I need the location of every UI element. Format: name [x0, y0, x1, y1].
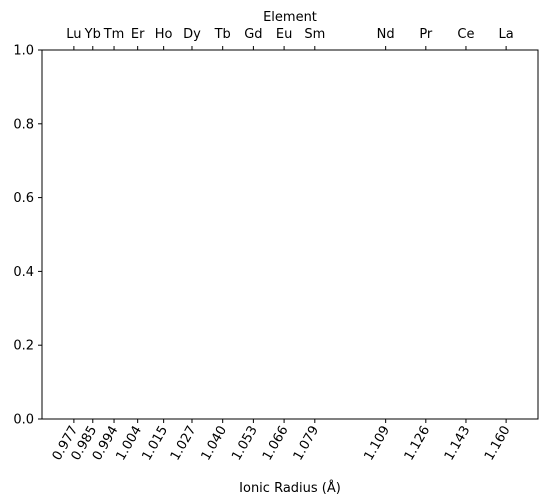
- x-tick-label: 1.160: [482, 423, 514, 463]
- x-tick-label: 1.143: [442, 424, 474, 464]
- top-tick-label: La: [499, 27, 514, 42]
- x-axis-title: Ionic Radius (Å): [239, 480, 341, 496]
- x-tick-label: 1.109: [362, 424, 394, 464]
- y-tick-label: 0.2: [13, 339, 34, 354]
- top-tick-label: Ho: [155, 27, 173, 42]
- top-tick-label: Nd: [377, 27, 395, 42]
- x-tick-label: 1.066: [260, 424, 292, 464]
- top-tick-label: Lu: [66, 27, 81, 42]
- top-tick-label: Tm: [103, 27, 125, 42]
- y-tick-label: 1.0: [13, 44, 34, 59]
- axes: 0.00.20.40.60.81.00.9770.9850.9941.0041.…: [13, 27, 513, 463]
- x-tick-label: 1.027: [168, 424, 200, 464]
- top-tick-label: Er: [131, 27, 145, 42]
- top-tick-label: Eu: [276, 27, 292, 42]
- x-tick-label: 1.040: [199, 424, 231, 464]
- x-tick-label: 1.015: [140, 424, 172, 464]
- top-tick-label: Ce: [457, 27, 474, 42]
- plot-frame: [41, 49, 539, 420]
- x-tick-label: 1.126: [402, 424, 434, 464]
- top-tick-label: Gd: [244, 27, 262, 42]
- y-tick-label: 0.4: [13, 265, 34, 280]
- top-tick-label: Sm: [304, 27, 325, 42]
- top-axis-title: Element: [263, 10, 317, 25]
- x-tick-label: 1.053: [229, 424, 261, 464]
- y-tick-label: 0.0: [13, 413, 34, 428]
- y-tick-label: 0.6: [13, 191, 34, 206]
- top-tick-label: Yb: [84, 27, 101, 42]
- x-tick-label: 1.079: [291, 424, 323, 464]
- top-tick-label: Dy: [183, 27, 201, 42]
- y-tick-label: 0.8: [13, 117, 34, 132]
- top-tick-label: Pr: [419, 27, 433, 42]
- top-tick-label: Tb: [214, 27, 231, 42]
